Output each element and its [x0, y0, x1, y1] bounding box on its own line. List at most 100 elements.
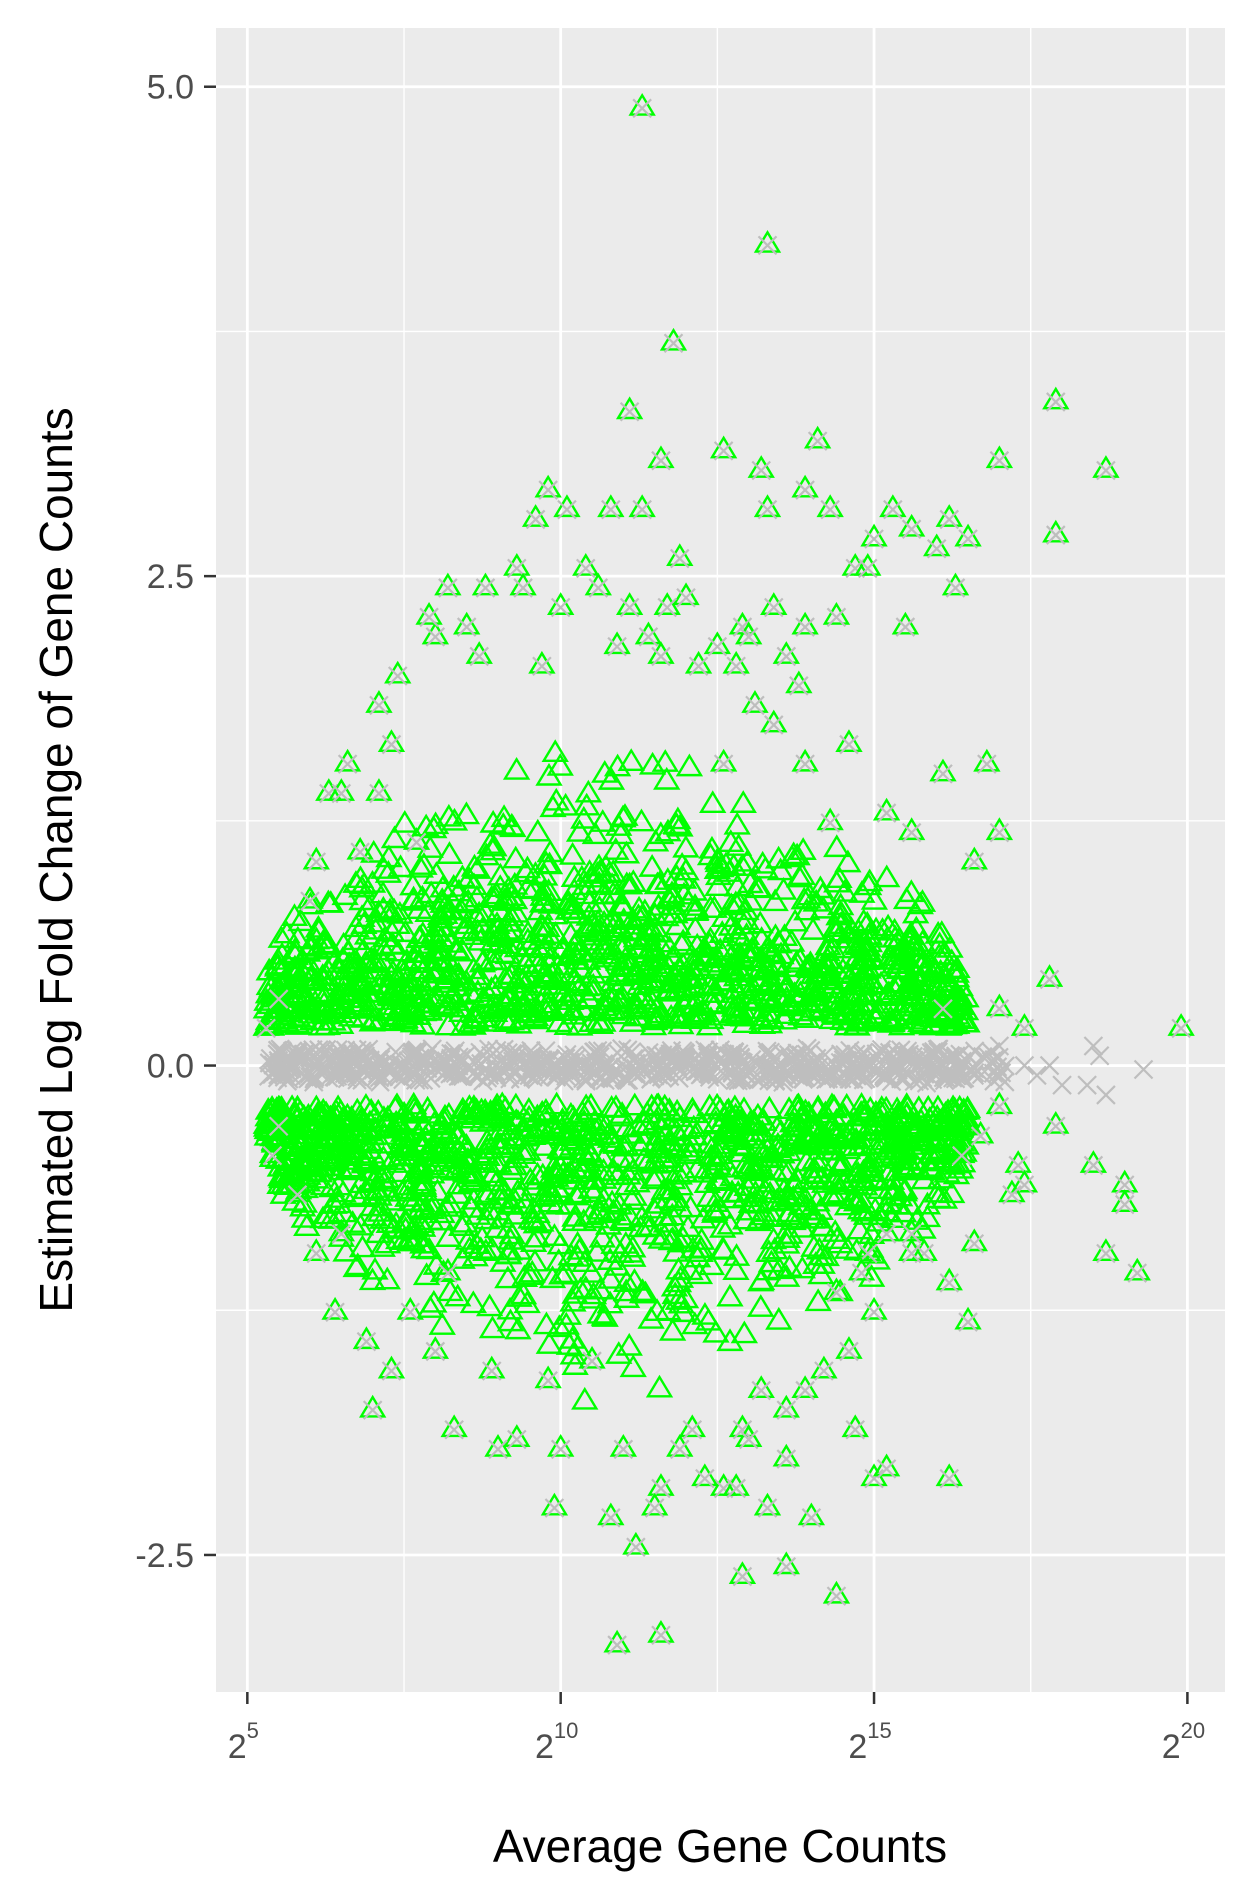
cross-point: [801, 1508, 822, 1528]
cloud-triangle: [618, 1187, 646, 1210]
cloud-triangle: [385, 1112, 414, 1135]
cross-point: [776, 1449, 797, 1469]
cross-point: [456, 617, 477, 637]
cloud-triangle: [654, 818, 682, 842]
cloud-triangle: [586, 955, 614, 979]
cross-point: [299, 1063, 320, 1084]
cloud-triangle: [645, 1140, 673, 1163]
cross-point: [306, 852, 327, 872]
cross-point: [926, 538, 947, 559]
cloud-triangle: [896, 922, 925, 946]
data-points: [252, 92, 1195, 1655]
cloud-triangle: [579, 1281, 608, 1305]
cross-point: [772, 1060, 793, 1080]
cross-point: [713, 441, 734, 461]
axis-ticks: 25 210 215 220 5.0 2.5 0.0 -2.5: [135, 69, 1205, 1766]
cloud-triangle: [765, 1306, 793, 1330]
cloud-triangle: [535, 1331, 563, 1354]
cloud-triangle: [460, 1186, 488, 1210]
triangle-point: [597, 494, 625, 518]
cloud-triangle: [608, 954, 636, 977]
cross-point: [632, 499, 652, 520]
cross-point: [362, 1400, 383, 1420]
cloud-triangle: [520, 1207, 548, 1230]
triangle-point: [603, 1629, 631, 1653]
triangle-point: [1092, 1238, 1120, 1261]
cross-point: [381, 1361, 402, 1381]
triangle-point: [384, 660, 412, 684]
cloud-triangle: [739, 1119, 768, 1143]
cloud-triangle: [478, 884, 506, 908]
cloud-triangle: [772, 1264, 801, 1287]
cloud-triangle: [366, 1198, 394, 1222]
cloud-triangle: [696, 895, 725, 918]
triangle-point: [948, 1140, 976, 1164]
cloud-triangle: [445, 1171, 473, 1195]
cloud-triangle: [486, 920, 514, 944]
cloud-triangle: [504, 1316, 532, 1340]
cross-point: [1089, 1045, 1110, 1066]
cross-point: [350, 842, 370, 862]
cloud-triangle: [936, 934, 964, 958]
cloud-triangle: [350, 911, 378, 934]
triangle-point: [860, 1296, 888, 1320]
cloud-triangle: [652, 1209, 681, 1233]
triangle-point: [791, 1375, 819, 1399]
cloud-triangle: [940, 1011, 968, 1035]
cross-point: [496, 1053, 517, 1074]
cross-point: [751, 460, 772, 481]
cloud-triangle: [400, 1142, 428, 1166]
cloud-triangle: [370, 856, 398, 879]
cloud-triangle: [636, 965, 665, 989]
cloud-triangle: [697, 1252, 726, 1276]
cross-point: [442, 1058, 463, 1079]
cross-point: [1133, 1059, 1154, 1080]
triangle-point: [847, 1257, 876, 1281]
cross-point: [651, 450, 671, 471]
cloud-triangle: [545, 1314, 573, 1338]
cloud-triangle: [697, 1006, 725, 1030]
cloud-triangle: [744, 1102, 772, 1126]
cloud-triangle: [563, 1230, 592, 1254]
cloud-triangle: [329, 1179, 357, 1203]
cloud-triangle: [562, 1182, 590, 1206]
cloud-triangle: [874, 913, 902, 937]
cloud-triangle: [497, 1007, 526, 1031]
cloud-triangle: [361, 1167, 389, 1191]
triangle-point: [421, 621, 450, 645]
triangle-point: [283, 1179, 312, 1203]
cloud-triangle: [662, 811, 691, 835]
cloud-triangle: [538, 995, 566, 1019]
cloud-triangle: [879, 1143, 907, 1167]
triangle-point: [503, 1424, 531, 1447]
cloud-triangle: [722, 1243, 751, 1266]
cloud-triangle: [828, 1150, 856, 1173]
cross-point: [306, 1243, 327, 1264]
cloud-triangle: [559, 1288, 587, 1312]
cloud-triangle: [669, 928, 697, 952]
cloud-triangle: [901, 900, 930, 924]
cross-point: [575, 558, 596, 579]
cloud-triangle: [558, 1325, 586, 1349]
triangle-point: [760, 592, 788, 615]
cloud-triangle: [296, 891, 325, 915]
cloud-triangle: [253, 988, 281, 1011]
triangle-point: [835, 1336, 863, 1359]
cross-point: [705, 1045, 725, 1066]
cloud-triangle: [486, 1118, 514, 1142]
cloud-triangle: [612, 1230, 640, 1254]
cloud-triangle: [291, 996, 320, 1020]
cross-point: [989, 450, 1010, 471]
cloud-triangle: [423, 1149, 452, 1172]
cloud-triangle: [716, 1211, 744, 1235]
cloud-triangle: [294, 957, 322, 981]
cloud-triangle: [574, 1097, 602, 1121]
cloud-triangle: [898, 1132, 926, 1155]
cross-point: [776, 1556, 797, 1577]
cloud-triangle: [594, 1211, 623, 1235]
cross-point: [586, 1044, 606, 1064]
cloud-triangle: [531, 1133, 559, 1156]
cloud-triangle: [607, 821, 635, 845]
cross-point: [438, 1263, 458, 1283]
cloud-triangle: [701, 1200, 729, 1223]
